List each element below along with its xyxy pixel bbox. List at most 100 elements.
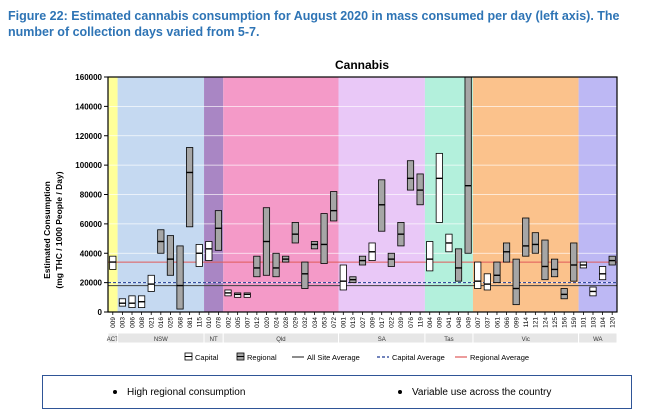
y-tick-label: 20000 (80, 279, 103, 288)
regional-box (253, 255, 261, 278)
bullet-dot-icon (113, 390, 117, 395)
x-tick-label: 024 (273, 317, 280, 328)
regional-box (330, 191, 338, 222)
x-tick-label: 032 (302, 317, 309, 328)
x-tick-label: 114 (523, 317, 530, 328)
x-tick-label: 022 (389, 317, 396, 328)
regional-box (464, 76, 472, 254)
capital-box (599, 266, 607, 281)
x-tick-label: 039 (398, 317, 405, 328)
regional-box (301, 261, 309, 289)
y-tick-label: 60000 (80, 220, 103, 229)
x-tick-label: 041 (446, 317, 453, 328)
regional-box (560, 288, 568, 300)
regional-box (166, 235, 174, 276)
capital-box (426, 241, 434, 272)
x-tick-label: 009 (110, 317, 117, 328)
region-label-wa: WA (593, 337, 602, 343)
legend-label-capital-average: Capital Average (392, 353, 445, 362)
summary-box: High regional consumption Variable use a… (42, 375, 632, 409)
y-tick-label: 120000 (75, 132, 102, 141)
y-tick-label: 80000 (80, 191, 103, 200)
capital-box (234, 292, 242, 298)
capital-box (483, 273, 491, 291)
region-label-tas: Tas (444, 337, 453, 343)
regional-box (291, 222, 299, 244)
regional-box (551, 258, 559, 278)
x-tick-label: 120 (609, 317, 616, 328)
y-tick-label: 100000 (75, 161, 102, 170)
capital-box (147, 274, 155, 292)
regional-box (387, 252, 395, 267)
regional-box (502, 242, 511, 263)
x-tick-label: 125 (552, 317, 559, 328)
cannabis-chart: Cannabis Estimated Consumption (mg THC /… (42, 58, 618, 362)
x-tick-label: 021 (149, 317, 156, 328)
regional-box (176, 245, 184, 310)
capital-box (474, 261, 482, 289)
regional-box (493, 261, 501, 284)
x-tick-label: 004 (427, 317, 434, 328)
x-tick-label: 048 (456, 317, 463, 328)
x-tick-label: 076 (408, 317, 415, 328)
x-tick-label: 001 (341, 317, 348, 328)
region-label-vic: Vic (522, 337, 530, 343)
y-axis-label-line-1: Estimated Consumption (42, 181, 52, 279)
x-tick-label: 034 (312, 317, 319, 328)
x-tick-label: 006 (129, 317, 136, 328)
capital-box (205, 241, 213, 261)
regional-box (512, 258, 520, 306)
regional-box (320, 213, 328, 264)
capital-box (109, 255, 117, 270)
region-label-act: ACT (107, 337, 119, 343)
x-tick-label: 053 (321, 317, 328, 328)
capital-box (128, 295, 136, 308)
summary-bullet-2-text: Variable use across the country (412, 387, 552, 398)
bullet-dot-icon (398, 390, 402, 395)
x-tick-label: 049 (465, 317, 472, 328)
region-strip-wa (578, 332, 618, 344)
capital-box (243, 292, 251, 298)
legend-label-regional: Regional (247, 353, 277, 362)
x-tick-label: 009 (437, 317, 444, 328)
regional-box (454, 248, 463, 282)
regional-box (272, 252, 280, 278)
regional-box (406, 160, 415, 191)
x-tick-label: 007 (475, 317, 482, 328)
x-tick-label: 068 (177, 317, 184, 328)
chart-title: Cannabis (335, 58, 389, 72)
y-tick-label: 140000 (75, 102, 102, 111)
legend-label-regional-average: Regional Average (470, 353, 529, 362)
capital-box (339, 264, 347, 291)
region-label-qld: Qld (276, 337, 285, 343)
region-label-nsw: NSW (154, 337, 168, 343)
regional-box (570, 242, 578, 282)
x-tick-label: 020 (264, 317, 271, 328)
region-label-nt: NT (210, 337, 218, 343)
x-tick-label: 124 (542, 317, 549, 328)
summary-bullet-2: Variable use across the country (398, 387, 551, 398)
capital-box (195, 244, 203, 267)
regional-box (531, 232, 539, 254)
x-tick-label: 010 (206, 317, 213, 328)
regional-box (186, 147, 194, 228)
regional-box (416, 173, 424, 206)
capital-box (118, 298, 126, 307)
x-tick-label: 016 (158, 317, 165, 328)
x-tick-label: 061 (494, 317, 501, 328)
x-tick-label: 013 (350, 317, 357, 328)
x-tick-label: 121 (533, 317, 540, 328)
x-tick-label: 002 (225, 317, 232, 328)
figure-title: Figure 22: Estimated cannabis consumptio… (8, 9, 620, 39)
capital-box (435, 152, 443, 223)
x-tick-label: 103 (590, 317, 597, 328)
regional-box (541, 239, 549, 281)
region-label-sa: SA (378, 337, 386, 343)
x-tick-label: 156 (561, 317, 568, 328)
x-tick-label: 081 (187, 317, 194, 328)
summary-bullet-1: High regional consumption (113, 387, 245, 398)
legend-label-capital: Capital (195, 353, 219, 362)
x-tick-label: 029 (293, 317, 300, 328)
x-tick-label: 101 (581, 317, 588, 328)
x-tick-label: 025 (168, 317, 175, 328)
